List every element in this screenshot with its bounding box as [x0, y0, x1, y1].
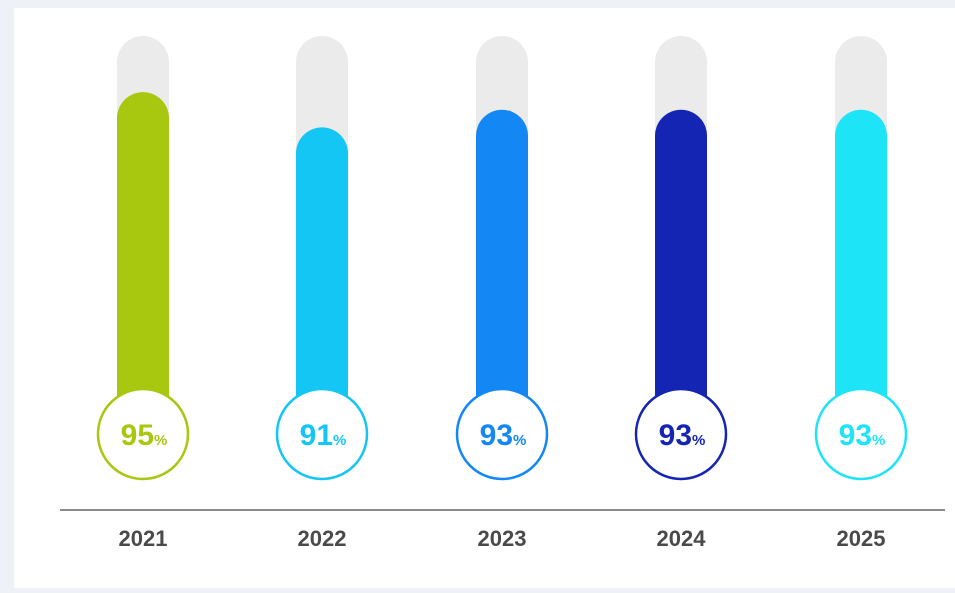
value-suffix: % — [872, 432, 885, 449]
value-label-2022: 91% — [300, 419, 347, 452]
bars-layer — [117, 36, 887, 435]
value-bubble-2022 — [275, 387, 369, 481]
value-bubble-2025 — [814, 387, 908, 481]
value-label-2024: 93% — [659, 419, 706, 452]
bar-2023 — [476, 109, 528, 435]
value-bubble-2023 — [455, 387, 549, 481]
labels-layer: 95% 2021 91% 2022 93% 2023 93% 2024 93% 2025 — [96, 387, 908, 551]
value-suffix: % — [692, 432, 705, 449]
bar-2024 — [655, 109, 707, 435]
year-label-2025: 2025 — [837, 526, 886, 551]
value-number: 93 — [480, 419, 513, 452]
value-label-2021: 95% — [121, 419, 168, 452]
year-label-2023: 2023 — [478, 526, 527, 551]
bar-2025 — [835, 109, 887, 435]
year-label-2021: 2021 — [119, 526, 168, 551]
value-suffix: % — [333, 432, 346, 449]
value-number: 93 — [839, 419, 872, 452]
value-number: 93 — [659, 419, 692, 452]
value-label-2025: 93% — [839, 419, 886, 452]
bar-2022 — [296, 127, 348, 434]
value-suffix: % — [513, 432, 526, 449]
value-number: 91 — [300, 419, 333, 452]
bar-2021 — [117, 92, 169, 434]
value-bubble-2024 — [634, 387, 728, 481]
value-suffix: % — [154, 432, 167, 449]
value-bubble-2021 — [96, 387, 190, 481]
year-label-2024: 2024 — [657, 526, 707, 551]
value-label-2023: 93% — [480, 419, 527, 452]
value-number: 95 — [121, 419, 154, 452]
year-label-2022: 2022 — [298, 526, 347, 551]
